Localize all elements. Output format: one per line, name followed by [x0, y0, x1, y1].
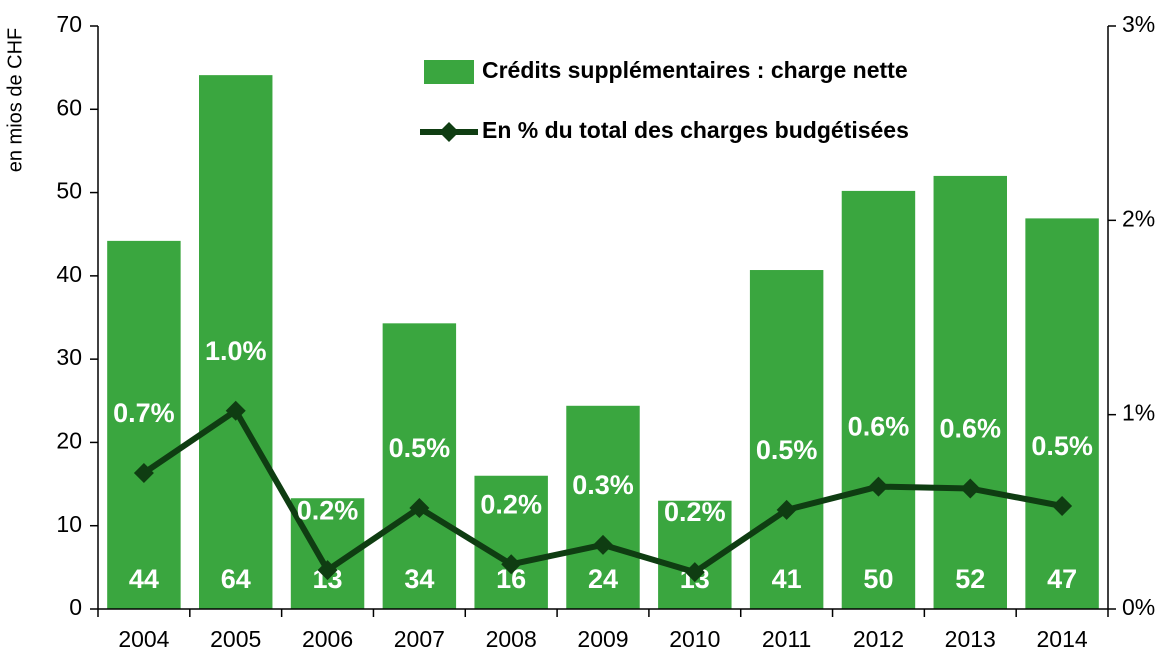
line-value-label: 0.2%	[664, 497, 726, 527]
y-axis-label: en mios de CHF	[4, 28, 26, 173]
line-marker	[684, 562, 705, 583]
y-tick-label: 60	[56, 94, 82, 120]
line-value-label: 0.5%	[756, 435, 818, 465]
line-marker	[1052, 496, 1073, 517]
line-marker	[501, 554, 522, 575]
x-tick-label: 2005	[210, 626, 261, 652]
line-marker	[868, 476, 889, 497]
line-marker	[225, 400, 246, 421]
y-tick-label: 40	[56, 261, 82, 287]
legend-label: En % du total des charges budgétisées	[482, 117, 909, 143]
line-value-label: 0.7%	[113, 398, 175, 428]
x-tick-label: 2011	[762, 626, 811, 652]
bar-value-label: 41	[772, 564, 802, 594]
x-tick-label: 2007	[394, 626, 445, 652]
y2-tick-label: 3%	[1122, 11, 1155, 37]
bar	[566, 405, 640, 609]
line-value-label: 0.6%	[939, 414, 1001, 444]
x-tick-label: 2013	[945, 626, 996, 652]
bar	[841, 190, 916, 610]
x-tick-label: 2006	[302, 626, 353, 652]
line-value-label: 1.0%	[205, 336, 267, 366]
bar-value-label: 47	[1047, 564, 1077, 594]
legend-marker	[439, 122, 459, 142]
bar-value-label: 64	[221, 564, 251, 594]
y-tick-label: 70	[56, 11, 82, 37]
legend-swatch	[424, 60, 474, 84]
line-value-label: 0.2%	[480, 489, 542, 519]
line-marker	[960, 478, 981, 499]
line-value-label: 0.5%	[389, 433, 451, 463]
x-tick-label: 2014	[1037, 626, 1088, 652]
bar	[1025, 218, 1099, 609]
y-tick-label: 20	[56, 428, 82, 454]
y-tick-label: 50	[56, 178, 82, 204]
y2-tick-label: 1%	[1122, 400, 1155, 426]
bar	[107, 240, 181, 609]
line-value-label: 0.2%	[297, 495, 359, 525]
bar-value-label: 52	[955, 564, 985, 594]
bar	[749, 270, 824, 609]
line-marker	[409, 497, 430, 518]
bar-value-label: 44	[129, 564, 159, 594]
bar	[933, 175, 1007, 609]
x-tick-label: 2008	[486, 626, 537, 652]
line-marker	[593, 534, 613, 555]
y2-tick-label: 2%	[1122, 205, 1155, 231]
line-value-label: 0.5%	[1031, 431, 1093, 461]
x-tick-label: 2012	[853, 626, 904, 652]
bar-value-label: 34	[404, 564, 434, 594]
bar-value-label: 24	[588, 564, 618, 594]
bar	[199, 75, 273, 610]
y-tick-label: 30	[56, 344, 82, 370]
x-tick-label: 2004	[118, 626, 169, 652]
y-tick-label: 10	[56, 511, 82, 537]
bar-value-label: 50	[863, 564, 893, 594]
bar	[474, 475, 548, 609]
legend-label: Crédits supplémentaires : charge nette	[482, 57, 908, 83]
x-tick-label: 2009	[577, 626, 628, 652]
bar	[382, 323, 457, 609]
line-marker	[776, 499, 797, 520]
y2-tick-label: 0%	[1122, 594, 1155, 620]
line-value-label: 0.6%	[848, 412, 910, 442]
line-value-label: 0.3%	[572, 470, 634, 500]
y-tick-label: 0	[69, 594, 82, 620]
line-marker	[317, 560, 338, 581]
line-marker	[133, 462, 154, 483]
x-tick-label: 2010	[669, 626, 720, 652]
